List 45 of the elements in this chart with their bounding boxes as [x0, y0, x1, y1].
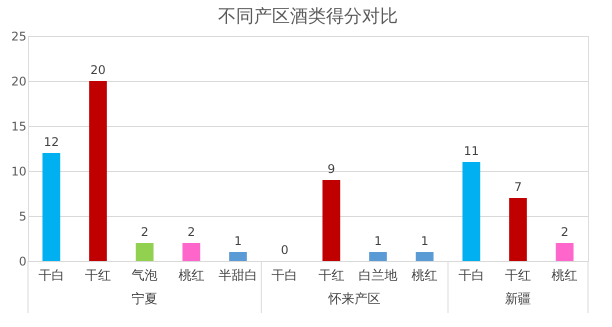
bar [509, 198, 527, 261]
data-label: 9 [328, 162, 336, 176]
y-tick-label: 20 [11, 74, 26, 88]
data-label: 1 [374, 234, 382, 248]
x-tick-label: 气泡 [132, 268, 158, 284]
chart-title: 不同产区酒类得分对比 [218, 6, 398, 27]
x-tick-label: 白兰地 [358, 268, 398, 284]
bar [322, 180, 340, 261]
x-tick-label: 桃红 [412, 268, 438, 284]
x-tick-label: 干红 [318, 268, 344, 284]
data-label: 2 [560, 225, 568, 239]
data-label: 0 [280, 243, 288, 257]
bar [182, 243, 200, 261]
bar [136, 243, 154, 261]
x-tick-label: 桃红 [552, 268, 578, 284]
bar [369, 252, 387, 261]
x-tick-label: 干白 [272, 268, 298, 284]
x-tick-label: 桃红 [178, 268, 204, 284]
bar [462, 162, 480, 261]
x-tick-label: 干白 [38, 268, 64, 284]
y-tick-label: 10 [11, 164, 26, 178]
data-label: 1 [234, 234, 242, 248]
data-label: 2 [188, 225, 196, 239]
y-tick-label: 25 [11, 30, 26, 44]
bar [42, 153, 60, 261]
x-tick-label: 干红 [85, 268, 111, 284]
data-label: 11 [464, 144, 479, 158]
x-tick-label: 干红 [505, 268, 531, 284]
bar [89, 81, 107, 261]
bar [556, 243, 574, 261]
data-label: 12 [44, 135, 59, 149]
data-label: 20 [90, 63, 106, 77]
data-label: 7 [514, 180, 522, 194]
x-tick-label: 干白 [458, 268, 484, 284]
x-tick-label: 半甜白 [218, 268, 258, 284]
text: 宁夏 [132, 291, 158, 307]
data-label: 2 [140, 225, 148, 239]
y-tick-label: 0 [18, 254, 26, 268]
y-tick-label: 15 [11, 120, 26, 134]
y-tick-label: 5 [18, 210, 26, 224]
bar [229, 252, 247, 261]
bar [416, 252, 434, 261]
data-label: 1 [420, 234, 428, 248]
text: 新疆 [505, 292, 531, 307]
text: 怀来产区 [328, 292, 381, 307]
